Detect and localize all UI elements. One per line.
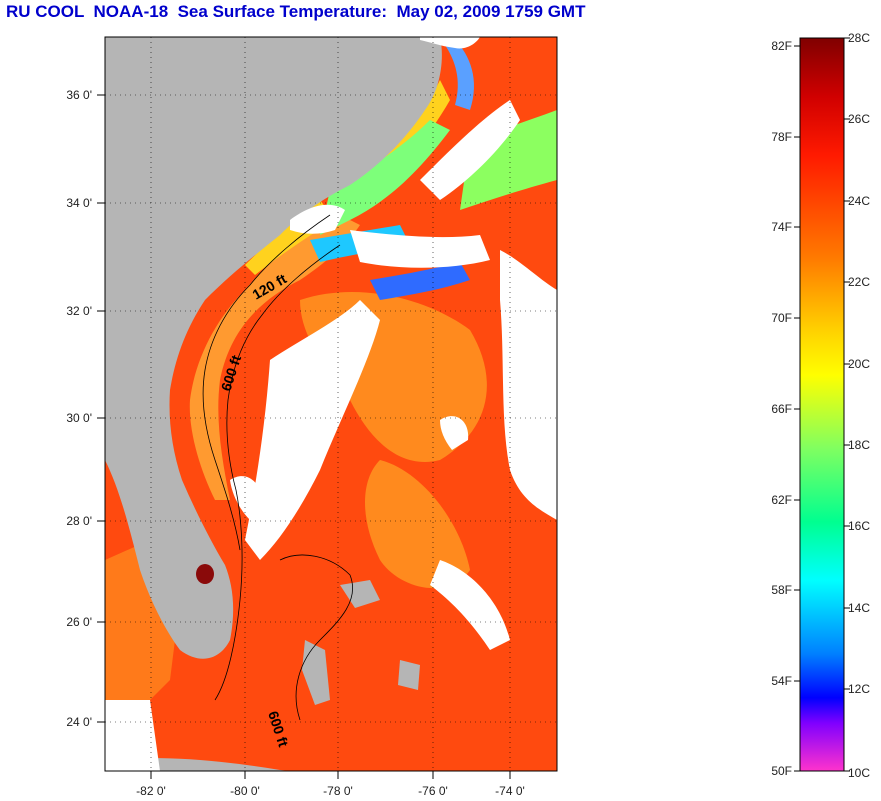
- colorbar-c-label: 10C: [848, 766, 870, 780]
- cloud-area: [500, 250, 557, 520]
- cloud-area: [420, 100, 520, 200]
- colorbar-ticks: [794, 37, 850, 772]
- cloud-area: [245, 300, 380, 560]
- colorbar-f-label: 50F: [771, 764, 792, 778]
- colorbar-c-label: 12C: [848, 682, 870, 696]
- colorbar-f-label: 82F: [771, 39, 792, 53]
- lake-okeechobee: [196, 564, 214, 584]
- colorbar-c-label: 14C: [848, 601, 870, 615]
- depth-contour-600ft: [214, 244, 341, 701]
- lat-tick-label: 24 0': [66, 715, 92, 729]
- cool-water-band: [320, 120, 450, 235]
- colorbar-c-label: 16C: [848, 519, 870, 533]
- lat-tick-label: 32 0': [66, 304, 92, 318]
- colorbar-f-label: 58F: [771, 583, 792, 597]
- map-title: RU COOL NOAA-18 Sea Surface Temperature:…: [6, 2, 586, 21]
- cool-water-band: [370, 262, 470, 300]
- map-plot-area: [105, 37, 557, 771]
- colorbar-f-label: 54F: [771, 674, 792, 688]
- lat-tick-label: 30 0': [66, 411, 92, 425]
- cloud-area: [430, 560, 510, 650]
- map-frame: [104, 36, 558, 772]
- colorbar: [799, 37, 845, 772]
- colorbar-c-label: 22C: [848, 275, 870, 289]
- colorbar-c-label: 20C: [848, 357, 870, 371]
- colorbar-f-label: 62F: [771, 493, 792, 507]
- colorbar-f-label: 70F: [771, 311, 792, 325]
- lat-tick-label: 28 0': [66, 514, 92, 528]
- depth-contour-600ft: [279, 554, 354, 721]
- colorbar-c-label: 24C: [848, 194, 870, 208]
- bahamas-island: [302, 640, 330, 705]
- cloud-area: [290, 204, 345, 234]
- bahamas-island: [340, 580, 380, 608]
- lon-tick-label: -82 0': [136, 784, 166, 798]
- cloud-area: [105, 700, 160, 771]
- lon-tick-label: -78 0': [323, 784, 353, 798]
- lat-tick-label: 26 0': [66, 615, 92, 629]
- lat-tick-label: 34 0': [66, 196, 92, 210]
- cool-water-band: [445, 40, 475, 110]
- colorbar-f-label: 74F: [771, 220, 792, 234]
- colorbar-c-label: 18C: [848, 438, 870, 452]
- cloud-area: [350, 230, 490, 268]
- bahamas-island: [398, 660, 420, 690]
- colorbar-f-label: 78F: [771, 130, 792, 144]
- cloud-area: [440, 416, 469, 450]
- cool-water-band: [460, 110, 557, 210]
- colorbar-c-label: 28C: [848, 31, 870, 45]
- mid-water-patch: [365, 460, 470, 589]
- colorbar-f-label: 66F: [771, 402, 792, 416]
- lat-tick-label: 36 0': [66, 88, 92, 102]
- us-landmass: [105, 37, 442, 659]
- colorbar-c-label: 26C: [848, 112, 870, 126]
- lon-tick-label: -76 0': [418, 784, 448, 798]
- map-grid: [105, 37, 557, 771]
- cloud-area: [230, 476, 262, 520]
- lon-tick-label: -80 0': [230, 784, 260, 798]
- lon-tick-label: -74 0': [495, 784, 525, 798]
- cloud-area: [420, 37, 480, 49]
- map-tick-marks: [97, 94, 511, 779]
- depth-contour-120ft: [202, 214, 331, 551]
